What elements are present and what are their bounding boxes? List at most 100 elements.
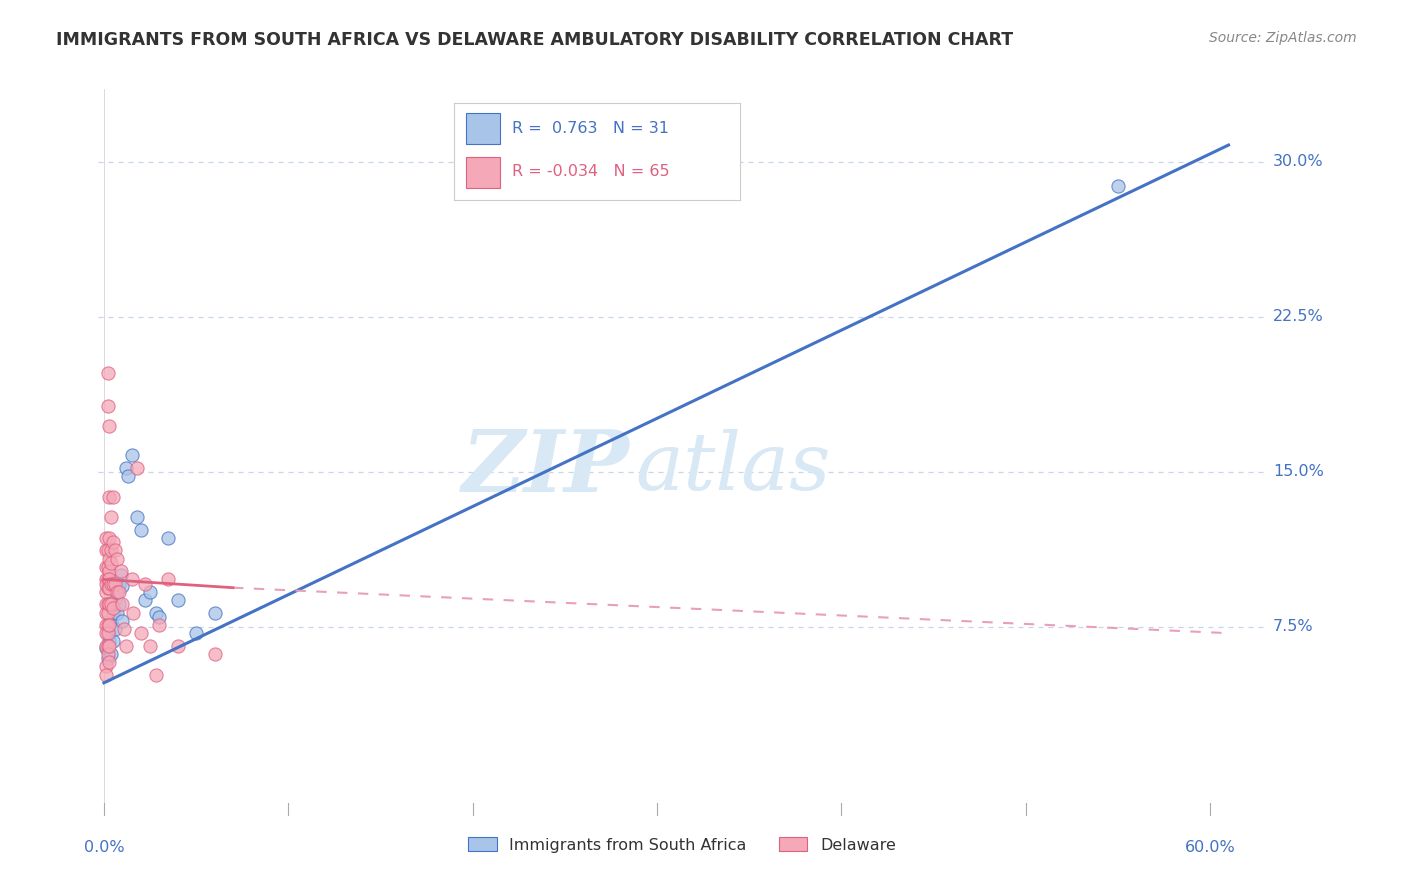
Point <box>98 639 121 653</box>
Text: 30.0%: 30.0% <box>1272 154 1323 169</box>
Point <box>107 576 129 591</box>
Point <box>139 639 162 653</box>
Point <box>105 606 128 620</box>
Point <box>97 560 120 574</box>
Point <box>104 576 127 591</box>
Point <box>112 622 135 636</box>
Point <box>94 606 117 620</box>
Point <box>94 626 117 640</box>
Point <box>166 639 188 653</box>
Point <box>97 597 120 611</box>
Point <box>94 639 117 653</box>
Point <box>94 597 117 611</box>
Point <box>98 573 121 587</box>
Point <box>104 593 127 607</box>
Point <box>97 573 120 587</box>
Point <box>97 651 120 665</box>
Point <box>105 551 128 566</box>
Point <box>98 581 121 595</box>
Point <box>111 597 134 611</box>
Point <box>111 579 134 593</box>
Text: ZIP: ZIP <box>461 425 630 509</box>
Point <box>97 606 120 620</box>
Point <box>98 655 121 669</box>
Point <box>97 626 120 640</box>
Point <box>129 626 152 640</box>
Point <box>127 460 149 475</box>
Point <box>94 659 117 673</box>
Point <box>94 573 117 587</box>
Text: Source: ZipAtlas.com: Source: ZipAtlas.com <box>1209 31 1357 45</box>
Point <box>121 573 143 587</box>
Point <box>127 510 149 524</box>
Point <box>115 639 138 653</box>
Point <box>105 584 128 599</box>
Point <box>97 639 120 653</box>
Point <box>100 647 122 661</box>
Legend: Immigrants from South Africa, Delaware: Immigrants from South Africa, Delaware <box>461 830 903 859</box>
Point <box>100 556 122 570</box>
Text: 0.0%: 0.0% <box>83 840 124 855</box>
Point <box>145 667 167 681</box>
Point <box>166 593 188 607</box>
Point <box>94 640 117 655</box>
Point <box>94 618 117 632</box>
Point <box>104 622 127 636</box>
Point <box>110 568 132 582</box>
Point <box>100 576 122 591</box>
Text: 22.5%: 22.5% <box>1272 310 1323 324</box>
Point <box>98 419 121 434</box>
Point <box>107 584 129 599</box>
Point <box>98 597 121 611</box>
Point <box>134 576 156 591</box>
Point <box>101 535 124 549</box>
Point <box>100 510 122 524</box>
Point <box>101 606 124 620</box>
Point <box>101 490 124 504</box>
Text: 7.5%: 7.5% <box>1272 619 1313 634</box>
Point <box>100 614 122 628</box>
Point <box>105 584 128 599</box>
Point <box>117 469 139 483</box>
Point <box>97 399 120 413</box>
Point <box>121 448 143 462</box>
Point <box>139 584 162 599</box>
Point <box>94 576 117 591</box>
Point <box>111 614 134 628</box>
Point <box>98 531 121 545</box>
Point <box>157 573 180 587</box>
Point <box>145 606 167 620</box>
Text: 15.0%: 15.0% <box>1272 465 1323 479</box>
Point <box>100 543 122 558</box>
Point <box>204 606 226 620</box>
Point <box>101 576 124 591</box>
Text: atlas: atlas <box>636 429 831 506</box>
Point <box>94 543 117 558</box>
Point <box>98 626 121 640</box>
Point <box>97 581 120 595</box>
Point <box>97 647 120 661</box>
Point <box>94 667 117 681</box>
Point <box>157 531 180 545</box>
Point <box>122 606 145 620</box>
Point <box>98 490 121 504</box>
Point <box>107 597 129 611</box>
Point <box>98 634 121 648</box>
Point <box>97 366 120 380</box>
Point <box>101 634 124 648</box>
Point <box>148 609 170 624</box>
Point <box>148 618 170 632</box>
Point <box>1107 179 1129 194</box>
Point <box>94 584 117 599</box>
Text: 60.0%: 60.0% <box>1185 840 1236 855</box>
Point <box>97 618 120 632</box>
Point <box>100 597 122 611</box>
Point <box>104 543 127 558</box>
Point <box>184 626 207 640</box>
Point <box>204 647 226 661</box>
Point <box>98 564 121 578</box>
Point <box>129 523 152 537</box>
Point <box>94 531 117 545</box>
Text: IMMIGRANTS FROM SOUTH AFRICA VS DELAWARE AMBULATORY DISABILITY CORRELATION CHART: IMMIGRANTS FROM SOUTH AFRICA VS DELAWARE… <box>56 31 1014 49</box>
Point <box>97 543 120 558</box>
